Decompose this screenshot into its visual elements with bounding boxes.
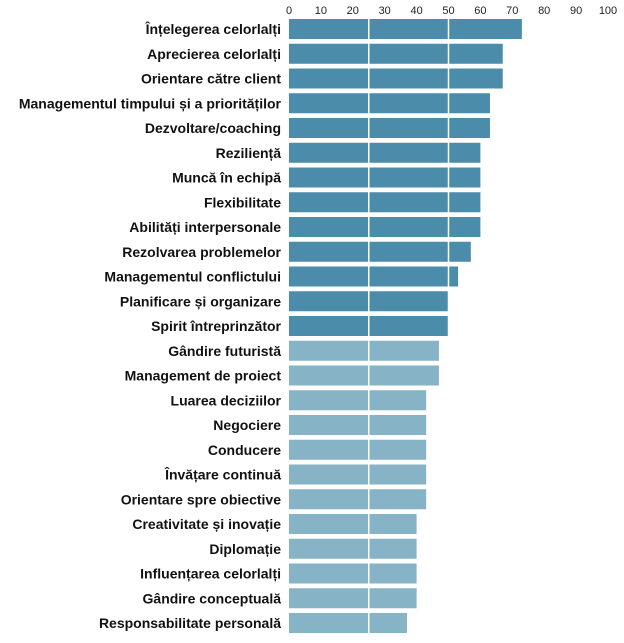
bar [289,415,427,435]
category-label: Managementul timpului și a priorităților [19,95,282,111]
bar [289,266,459,287]
category-label: Managementul conflictului [104,269,281,285]
gridlines [368,19,450,633]
bar [289,390,427,411]
bar [289,142,481,163]
bar [289,241,471,262]
category-label: Negociere [213,417,281,433]
x-tick-label: 80 [538,5,550,17]
bar [289,192,481,213]
bar [289,93,490,114]
category-label: Rezolvarea problemelor [122,244,281,260]
bar [289,365,439,386]
category-label: Management de proiect [125,368,282,384]
bar [289,464,427,485]
bar [289,489,427,510]
category-label: Abilități interpersonale [129,219,281,235]
bar [289,588,417,609]
category-label: Luarea deciziilor [171,392,282,408]
category-label: Responsabilitate personală [99,615,281,631]
category-label: Dezvoltare/coaching [145,120,281,136]
category-label: Aprecierea celorlalți [147,46,281,62]
bar [289,68,503,89]
x-tick-label: 100 [599,5,617,17]
x-tick-label: 0 [286,5,292,17]
x-tick-label: 60 [474,5,486,17]
x-axis-ticks: 0 10 20 30 40 50 60 70 80 90 100 [286,5,617,17]
bar [289,19,522,39]
bar [289,43,503,64]
x-tick-label: 10 [315,5,327,17]
bar [289,613,408,633]
bar [289,167,481,188]
bars [289,19,522,633]
category-label: Creativitate și inovație [132,516,281,532]
category-label: Conducere [208,442,281,458]
category-label: Flexibilitate [204,194,281,210]
category-label: Orientare către client [141,71,281,87]
category-label: Reziliență [216,145,282,161]
category-label: Diplomație [209,541,281,557]
category-label: Gândire futuristă [168,343,281,359]
category-label: Gândire conceptuală [143,590,282,606]
category-labels: Înțelegerea celorlalți Aprecierea celorla… [19,20,282,631]
bar [289,217,481,237]
bar [289,538,417,559]
category-label: Influențarea celorlalți [140,566,281,582]
bar [289,340,439,361]
bar [289,118,490,138]
bar [289,563,417,584]
category-label: Orientare spre obiective [121,491,282,507]
category-label: Înțelegerea celorlalți [145,20,281,37]
bar [289,439,427,460]
category-label: Învățare continuă [164,466,281,483]
category-label: Spirit întreprinzător [151,318,281,334]
x-tick-label: 90 [570,5,582,17]
bar [289,514,417,534]
x-tick-label: 30 [379,5,391,17]
x-tick-label: 70 [506,5,518,17]
x-tick-label: 40 [410,5,422,17]
x-tick-label: 50 [442,5,454,17]
category-label: Muncă în echipă [172,170,281,186]
category-label: Planificare și organizare [120,293,281,309]
x-tick-label: 20 [347,5,359,17]
